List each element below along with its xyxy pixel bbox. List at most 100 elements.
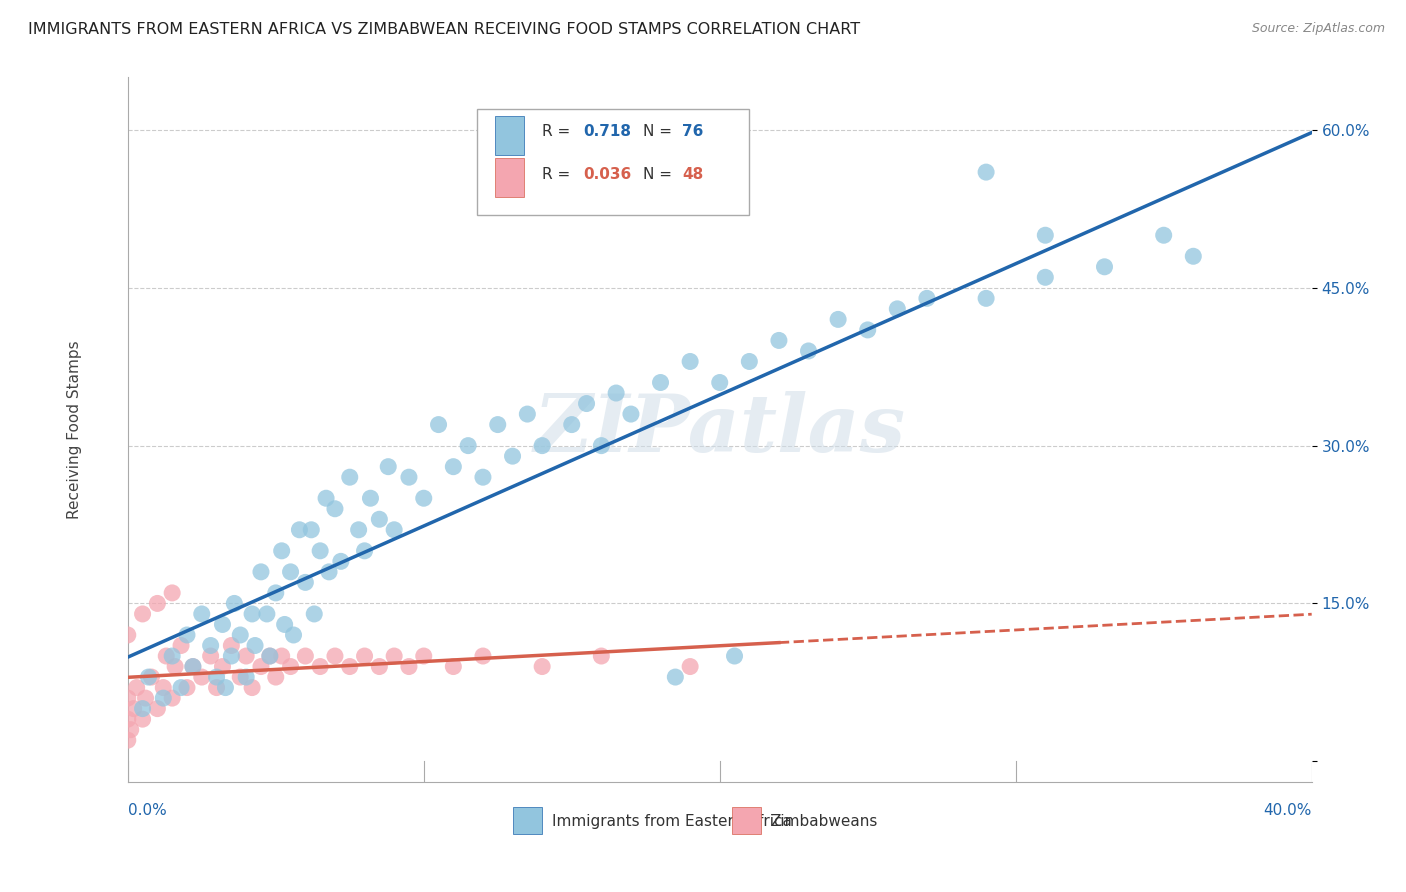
FancyBboxPatch shape <box>495 159 524 197</box>
Point <box>200 639 222 653</box>
Point <box>235 648 257 663</box>
Point <box>191 607 214 621</box>
Point <box>117 712 139 726</box>
Point <box>288 523 311 537</box>
Point <box>160 691 183 706</box>
Point <box>1182 249 1205 263</box>
Point <box>170 639 193 653</box>
Point <box>309 659 332 673</box>
Point <box>211 617 233 632</box>
Point <box>117 628 139 642</box>
Text: 0.0%: 0.0% <box>128 804 166 818</box>
Point <box>575 396 598 410</box>
Point <box>214 681 236 695</box>
Point <box>200 648 222 663</box>
Point <box>170 681 193 695</box>
Text: Receiving Food Stamps: Receiving Food Stamps <box>67 341 82 519</box>
FancyBboxPatch shape <box>513 807 543 834</box>
Point <box>235 670 257 684</box>
FancyBboxPatch shape <box>477 109 749 215</box>
Point <box>165 659 187 673</box>
Point <box>398 470 420 484</box>
Point <box>221 648 243 663</box>
Point <box>152 681 174 695</box>
Point <box>377 459 399 474</box>
Point <box>273 617 295 632</box>
Point <box>457 439 479 453</box>
Point <box>591 648 613 663</box>
Point <box>738 354 761 368</box>
Point <box>471 470 494 484</box>
Point <box>229 670 252 684</box>
Point <box>117 691 139 706</box>
Point <box>679 659 702 673</box>
Point <box>250 659 273 673</box>
Point <box>486 417 509 432</box>
Point <box>605 386 627 401</box>
Point <box>318 565 340 579</box>
Text: ZIPatlas: ZIPatlas <box>534 391 905 468</box>
Point <box>256 607 278 621</box>
Point <box>205 681 228 695</box>
Point <box>441 659 464 673</box>
Point <box>531 439 554 453</box>
Point <box>323 648 346 663</box>
Text: R =: R = <box>543 124 575 139</box>
Point <box>264 586 287 600</box>
Point <box>141 670 163 684</box>
Point <box>974 291 997 305</box>
Point <box>181 659 204 673</box>
Text: 0.718: 0.718 <box>583 124 631 139</box>
Point <box>591 439 613 453</box>
Point <box>240 681 263 695</box>
Text: N =: N = <box>643 167 676 181</box>
Text: IMMIGRANTS FROM EASTERN AFRICA VS ZIMBABWEAN RECEIVING FOOD STAMPS CORRELATION C: IMMIGRANTS FROM EASTERN AFRICA VS ZIMBAB… <box>28 22 860 37</box>
Point <box>1153 228 1175 243</box>
Point <box>797 343 820 358</box>
Point <box>240 607 263 621</box>
Point <box>294 575 316 590</box>
Point <box>229 628 252 642</box>
Point <box>664 670 686 684</box>
Point <box>283 628 305 642</box>
Point <box>294 648 316 663</box>
Point <box>131 607 153 621</box>
Point <box>1033 228 1056 243</box>
Point <box>368 659 391 673</box>
Point <box>827 312 849 326</box>
Point <box>138 670 160 684</box>
Point <box>221 639 243 653</box>
Point <box>382 648 405 663</box>
Point <box>120 723 142 737</box>
Point <box>264 670 287 684</box>
Text: N =: N = <box>643 124 676 139</box>
Point <box>146 701 169 715</box>
Point <box>723 648 745 663</box>
Point <box>353 648 375 663</box>
Point <box>531 659 554 673</box>
Point <box>441 459 464 474</box>
Point <box>329 554 352 568</box>
Point <box>974 165 997 179</box>
Point <box>131 712 153 726</box>
Point <box>915 291 938 305</box>
Point <box>125 681 148 695</box>
Point <box>160 648 183 663</box>
FancyBboxPatch shape <box>495 116 524 155</box>
Point <box>502 449 524 463</box>
Point <box>323 501 346 516</box>
Point <box>176 628 198 642</box>
Point <box>176 681 198 695</box>
Point <box>122 701 145 715</box>
Text: 48: 48 <box>682 167 703 181</box>
Text: Source: ZipAtlas.com: Source: ZipAtlas.com <box>1251 22 1385 36</box>
Point <box>299 523 322 537</box>
Point <box>250 565 273 579</box>
Point <box>302 607 325 621</box>
Point <box>650 376 672 390</box>
Point <box>359 491 381 506</box>
Point <box>117 733 139 747</box>
Point <box>155 648 177 663</box>
Point <box>516 407 538 421</box>
Point <box>620 407 643 421</box>
